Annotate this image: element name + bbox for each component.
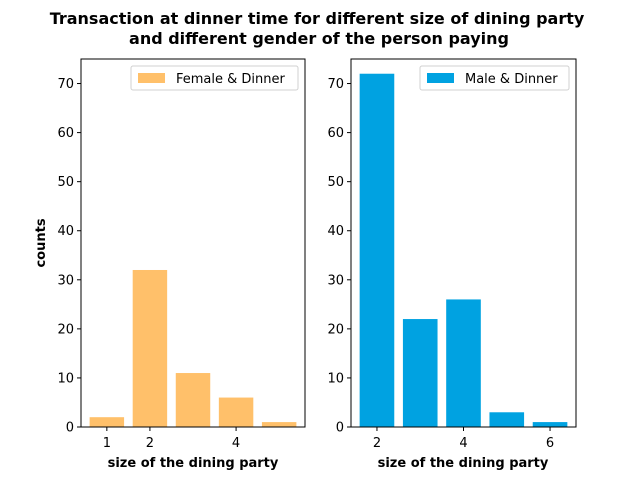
female-legend-label: Female & Dinner [176, 72, 286, 87]
female-ytick-label-60: 60 [57, 126, 74, 141]
female-xtick-label-2: 2 [146, 436, 154, 451]
male-ytick-label-30: 30 [327, 273, 344, 288]
male-ytick-label-60: 60 [327, 126, 344, 141]
male-ytick-label-0: 0 [336, 421, 344, 436]
male-xtick-label-2: 2 [373, 436, 381, 451]
female-ytick-label-30: 30 [57, 273, 74, 288]
female-ytick-label-0: 0 [66, 421, 74, 436]
male-legend-label: Male & Dinner [465, 72, 558, 87]
female-legend-box [130, 65, 299, 91]
male-ytick-label-50: 50 [327, 175, 344, 190]
male-xtick-label-4: 4 [459, 436, 467, 451]
male-ytick-label-40: 40 [327, 224, 344, 239]
female-bar-1 [89, 417, 125, 427]
female-ytick-label-50: 50 [57, 175, 74, 190]
male-bar-6 [532, 422, 568, 427]
male-ytick-label-70: 70 [327, 77, 344, 92]
female-ytick-label-70: 70 [57, 77, 74, 92]
chart-title-line2: and different gender of the person payin… [129, 29, 509, 48]
male-panel: 0 10 20 30 40 50 60 70 2 4 6 Male & Dinner [327, 58, 577, 451]
x-axis-label-male: size of the dining party [378, 456, 549, 471]
male-bar-2 [359, 73, 395, 427]
female-bar-3 [175, 373, 211, 427]
female-ytick-label-10: 10 [57, 371, 74, 386]
male-legend-swatch [427, 73, 454, 83]
female-ytick-label-40: 40 [57, 224, 74, 239]
male-bar-3 [402, 319, 438, 427]
female-panel: 0 10 20 30 40 50 60 70 1 2 4 Female & Dinner [57, 58, 306, 451]
female-bar-2 [132, 269, 168, 427]
male-xtick-label-6: 6 [546, 436, 554, 451]
male-ytick-label-20: 20 [327, 322, 344, 337]
female-legend-swatch [138, 73, 165, 83]
male-bar-5 [489, 412, 525, 427]
male-bar-4 [446, 299, 481, 427]
chart-title-line1: Transaction at dinner time for different… [50, 9, 585, 28]
female-bar-4 [218, 397, 254, 427]
male-ytick-label-10: 10 [327, 371, 344, 386]
x-axis-label-female: size of the dining party [108, 456, 279, 471]
female-ytick-label-20: 20 [57, 322, 74, 337]
female-xtick-label-4: 4 [232, 436, 240, 451]
male-legend-box [419, 65, 570, 91]
male-axes-frame [350, 58, 577, 428]
y-axis-label: counts [34, 218, 49, 267]
female-bar-5 [261, 422, 297, 427]
female-xtick-label-1: 1 [103, 436, 111, 451]
female-axes-frame [80, 58, 306, 428]
